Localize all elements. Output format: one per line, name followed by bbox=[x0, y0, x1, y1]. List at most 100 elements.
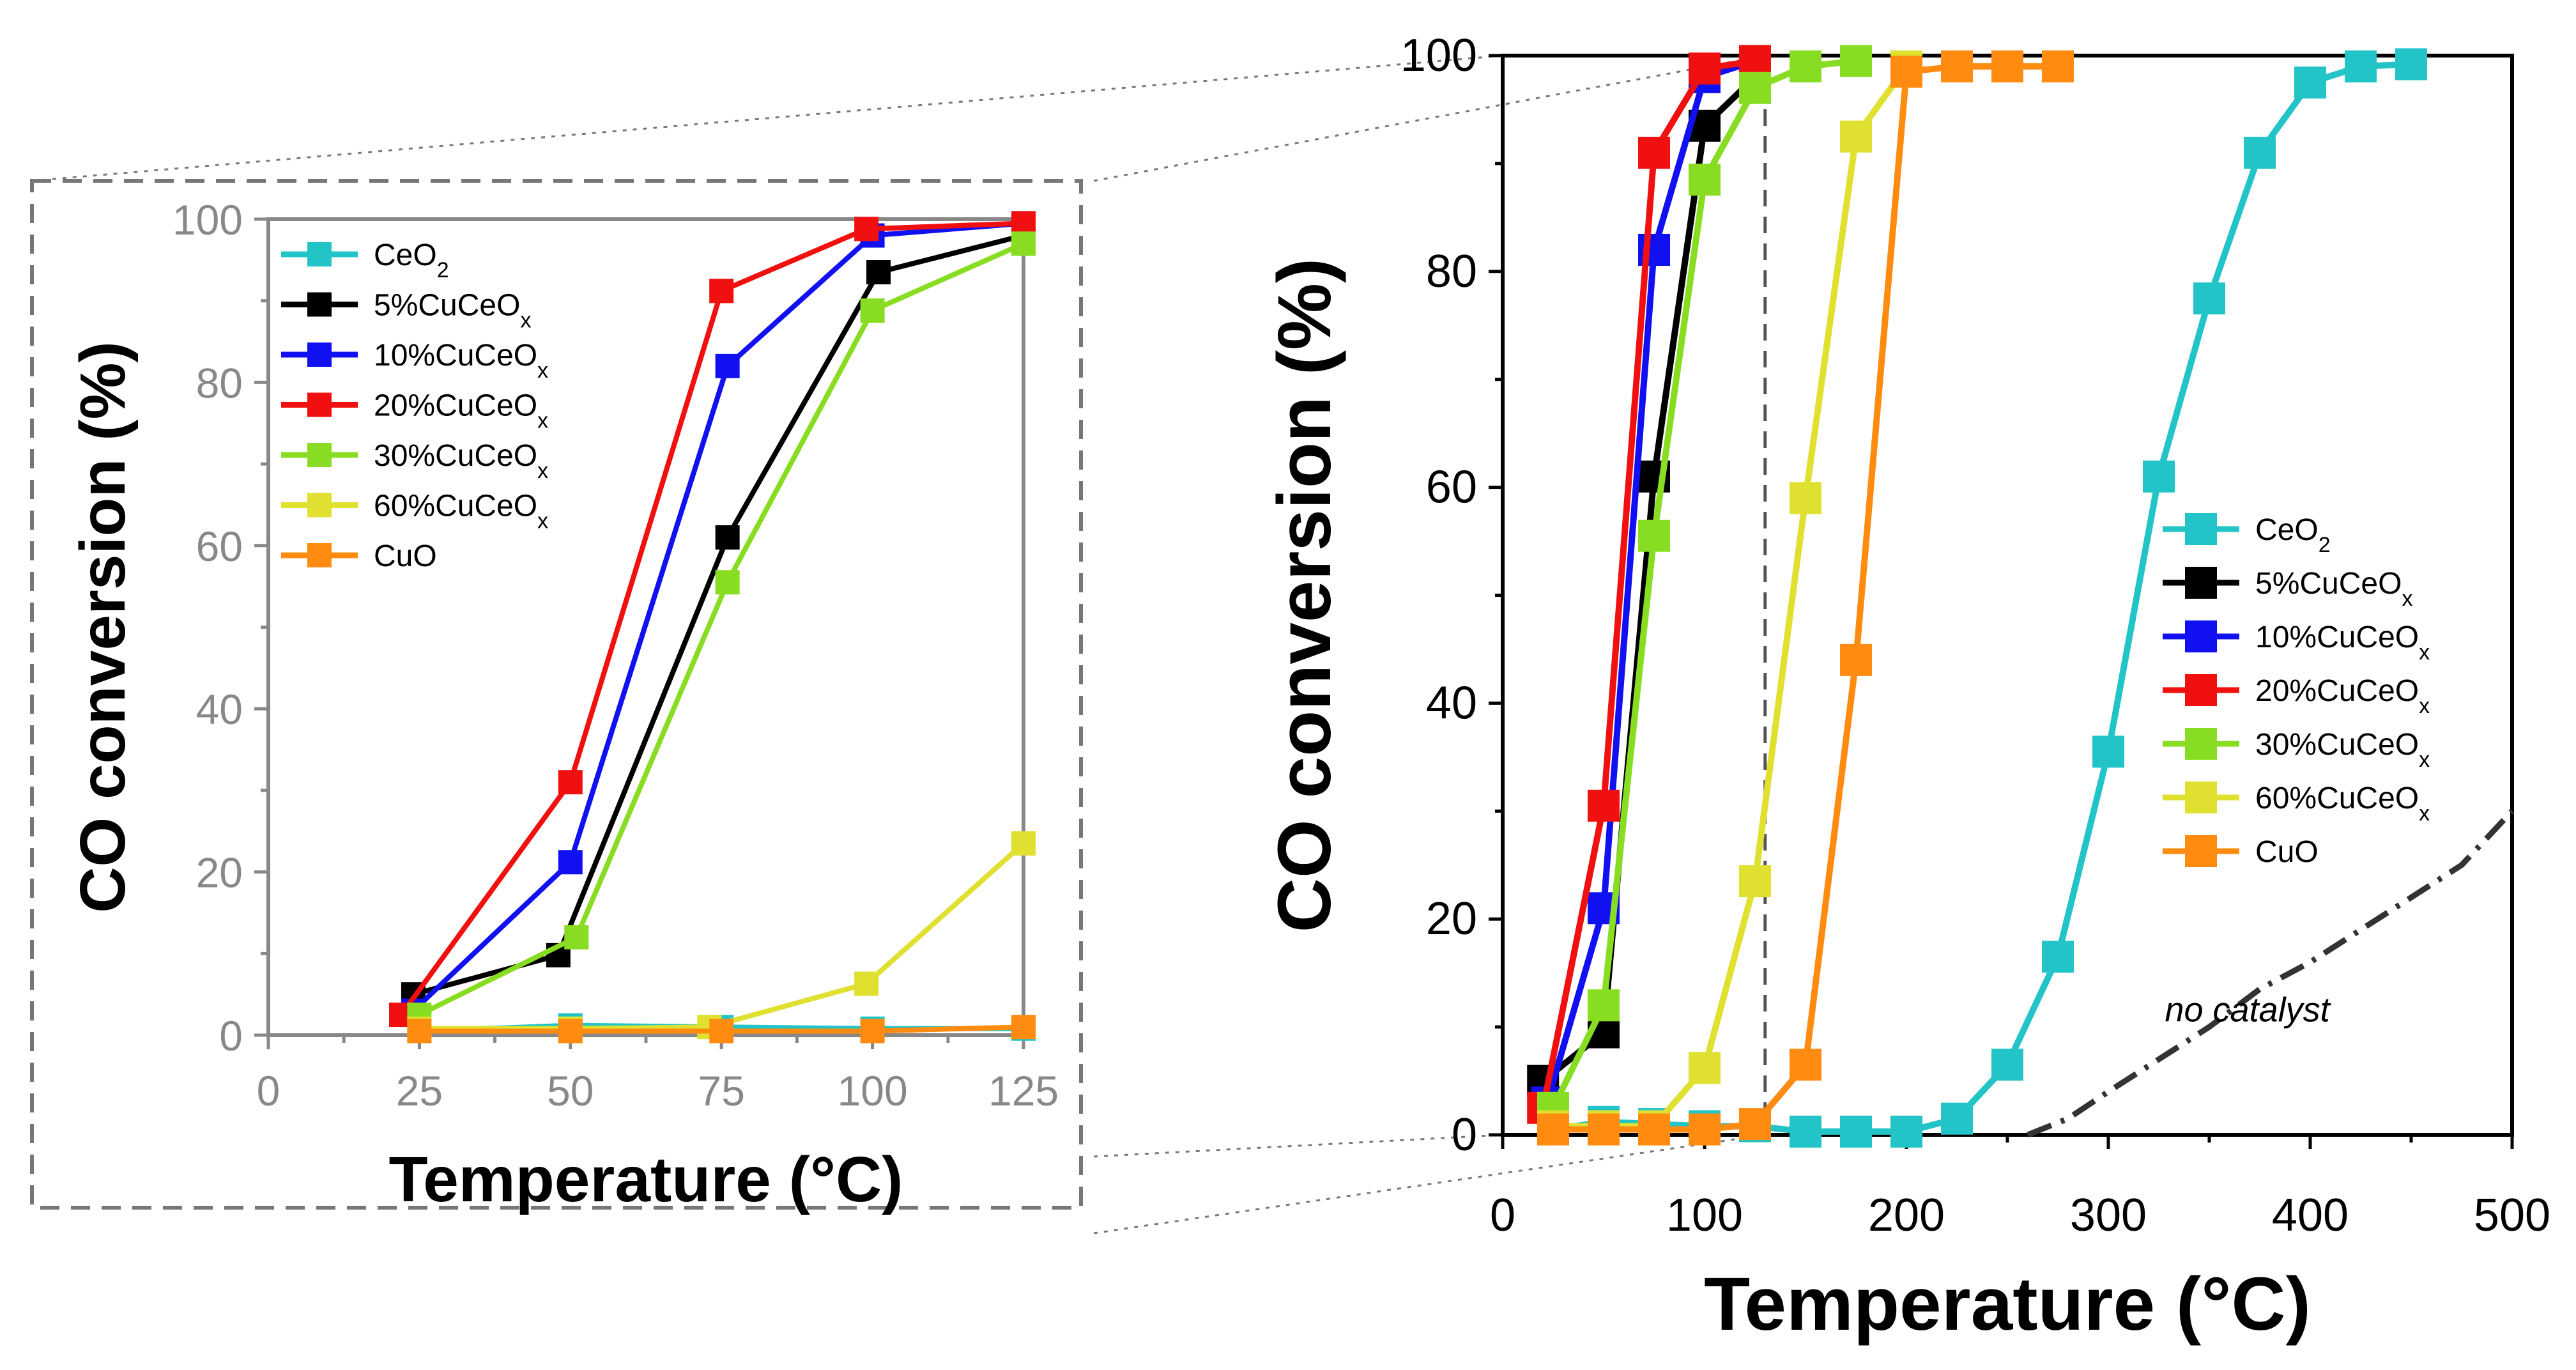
main-reference-curve-no-catalyst bbox=[2026, 809, 2515, 1138]
inset-x-tick-label: 25 bbox=[396, 1067, 443, 1114]
inset-x-axis-title: Temperature (°C) bbox=[389, 1144, 903, 1215]
inset-legend-marker bbox=[307, 392, 332, 417]
inset-legend-marker bbox=[307, 443, 332, 467]
main-legend-label-subscript: x bbox=[2402, 587, 2412, 611]
main-data-point bbox=[2143, 460, 2175, 493]
main-data-point bbox=[1890, 1115, 1922, 1148]
inset-series-10pct-cuceox bbox=[401, 211, 1036, 1023]
zoom-connector-bottom-left bbox=[1093, 1134, 1503, 1158]
main-x-tick-label: 400 bbox=[2272, 1190, 2349, 1241]
main-data-point bbox=[1840, 643, 1872, 676]
inset-legend-label: CuO bbox=[374, 539, 437, 573]
inset-legend-label: 5%CuCeOx bbox=[374, 289, 531, 333]
main-data-point bbox=[1790, 50, 1821, 82]
main-data-point bbox=[1790, 1049, 1821, 1081]
inset-data-point bbox=[558, 850, 583, 875]
main-data-point bbox=[1638, 520, 1670, 552]
main-legend-label: 10%CuCeOx bbox=[2255, 620, 2430, 665]
inset-data-point bbox=[715, 525, 740, 550]
main-legend: CeO2 5%CuCeOx 10%CuCeOx 20%CuCeOx 30%CuCeOx 6… bbox=[2163, 513, 2430, 869]
inset-data-point bbox=[715, 570, 740, 595]
inset-legend-marker bbox=[307, 292, 332, 317]
inset-legend-marker bbox=[307, 543, 332, 567]
main-data-point bbox=[1941, 1102, 1973, 1135]
inset-x-tick-label: 50 bbox=[547, 1067, 594, 1114]
main-data-point bbox=[1739, 72, 1771, 104]
main-data-point bbox=[1689, 52, 1721, 85]
main-y-tick-label: 60 bbox=[1426, 462, 1477, 513]
main-x-tick-label: 300 bbox=[2070, 1190, 2147, 1241]
inset-legend: CeO2 5%CuCeOx 10%CuCeOx 20%CuCeOx 30%CuCeOx 6… bbox=[281, 238, 548, 573]
inset-legend-label-subscript: x bbox=[537, 358, 548, 383]
main-legend-label-subscript: 2 bbox=[2319, 533, 2331, 557]
main-legend-marker bbox=[2185, 781, 2217, 813]
inset-data-point bbox=[1011, 231, 1036, 256]
main-legend-label-subscript: x bbox=[2419, 694, 2430, 718]
main-data-point bbox=[1790, 1115, 1821, 1148]
zoom-connector-bottom-right bbox=[1093, 1134, 1766, 1235]
main-data-point bbox=[1941, 50, 1973, 82]
main-data-point bbox=[1840, 45, 1872, 77]
main-legend-marker bbox=[2185, 674, 2217, 706]
inset-legend-label: 60%CuCeOx bbox=[374, 489, 548, 534]
main-series-20pct-cuceox bbox=[1527, 45, 1771, 1124]
inset-x-tick-label: 125 bbox=[988, 1067, 1059, 1114]
main-legend-label: 60%CuCeOx bbox=[2255, 781, 2430, 826]
main-legend-label-subscript: x bbox=[2419, 748, 2430, 772]
inset-series-cuo bbox=[407, 1015, 1036, 1043]
inset-legend-label: 20%CuCeOx bbox=[374, 389, 548, 433]
main-y-tick-label: 80 bbox=[1426, 246, 1477, 297]
main-x-tick-label: 200 bbox=[1868, 1190, 1945, 1241]
inset-series-60pct-cuceox bbox=[407, 831, 1036, 1041]
main-y-tick-label: 20 bbox=[1426, 893, 1477, 944]
main-series-cuo bbox=[1537, 50, 2074, 1146]
main-x-tick-label: 100 bbox=[1666, 1190, 1743, 1241]
zoom-connector-top-left bbox=[31, 54, 1503, 182]
inset-data-point bbox=[558, 1019, 583, 1043]
main-data-point bbox=[1739, 865, 1771, 898]
main-x-tick-label: 0 bbox=[1490, 1190, 1515, 1241]
inset-legend-label: CeO2 bbox=[374, 238, 449, 282]
inset-x-tick-label: 0 bbox=[257, 1067, 280, 1114]
main-legend-marker bbox=[2185, 620, 2217, 652]
main-legend-label: 30%CuCeOx bbox=[2255, 728, 2430, 772]
main-data-point bbox=[2042, 941, 2074, 973]
main-legend-label-subscript: x bbox=[2419, 801, 2430, 826]
main-data-point bbox=[1689, 1113, 1721, 1146]
inset-data-point bbox=[866, 260, 891, 285]
main-data-point bbox=[1588, 1113, 1620, 1146]
main-data-point bbox=[2092, 735, 2124, 768]
inset-data-point bbox=[715, 353, 740, 378]
main-legend-label-subscript: x bbox=[2419, 640, 2430, 665]
inset-data-point bbox=[854, 217, 879, 242]
main-legend-label: CuO bbox=[2255, 835, 2319, 869]
main-reference-curve-label: no catalyst bbox=[2165, 991, 2331, 1029]
main-data-point bbox=[2042, 50, 2074, 82]
main-data-point bbox=[1840, 120, 1872, 153]
main-data-point bbox=[1588, 789, 1620, 822]
main-data-point bbox=[2294, 66, 2326, 99]
inset-data-point bbox=[564, 925, 589, 950]
inset-legend-label: 10%CuCeOx bbox=[374, 339, 548, 383]
main-legend-label: 20%CuCeOx bbox=[2255, 674, 2430, 718]
main-x-tick-label: 500 bbox=[2474, 1190, 2550, 1241]
inset-y-tick-label: 0 bbox=[219, 1012, 243, 1059]
inset-legend-label-subscript: x bbox=[537, 409, 548, 433]
inset-x-tick-label: 75 bbox=[698, 1067, 744, 1114]
inset-legend-marker bbox=[307, 493, 332, 518]
inset-data-point bbox=[1011, 211, 1036, 236]
inset-y-tick-label: 100 bbox=[172, 196, 243, 243]
main-data-point bbox=[1689, 1052, 1721, 1084]
main-data-point bbox=[2244, 137, 2276, 169]
main-y-tick-label: 100 bbox=[1400, 30, 1477, 81]
inset-legend-marker bbox=[307, 342, 332, 367]
inset-legend-label-subscript: 2 bbox=[437, 258, 449, 282]
main-data-point bbox=[1991, 1049, 2023, 1081]
inset-y-tick-label: 80 bbox=[196, 359, 243, 406]
main-legend-marker bbox=[2185, 835, 2217, 867]
main-data-point bbox=[1638, 137, 1670, 169]
main-data-point bbox=[1638, 1113, 1670, 1146]
inset-y-tick-label: 60 bbox=[196, 523, 243, 570]
inset-legend-label: 30%CuCeOx bbox=[374, 439, 548, 483]
